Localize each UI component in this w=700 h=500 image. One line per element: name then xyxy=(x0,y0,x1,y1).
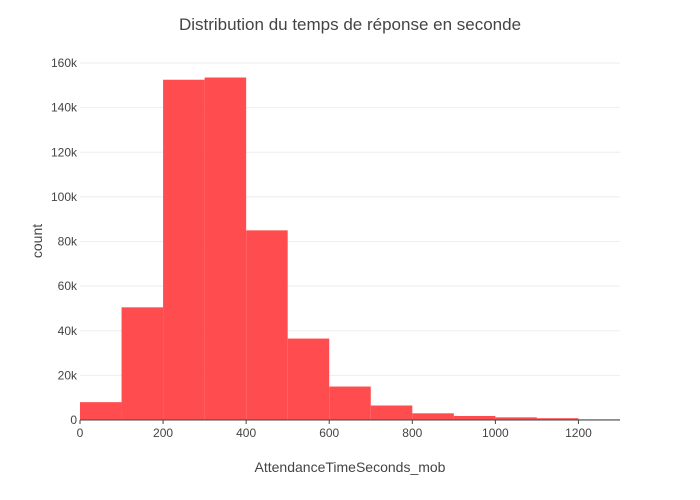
y-tick-label: 140k xyxy=(51,101,78,115)
histogram-bar[interactable] xyxy=(80,402,122,420)
histogram-bar[interactable] xyxy=(204,77,247,421)
histogram-bar[interactable] xyxy=(287,338,330,420)
y-tick-label: 0 xyxy=(70,413,77,427)
x-tick-label: 1200 xyxy=(565,426,592,440)
y-tick-label: 100k xyxy=(51,190,78,204)
x-tick-label: 600 xyxy=(319,426,339,440)
histogram-bar[interactable] xyxy=(453,415,496,420)
histogram-bar[interactable] xyxy=(121,307,164,420)
y-tick-label: 120k xyxy=(51,145,78,159)
histogram-bar[interactable] xyxy=(495,417,537,420)
x-tick-label: 200 xyxy=(153,426,173,440)
histogram-bar[interactable] xyxy=(412,413,454,420)
x-tick-label: 0 xyxy=(77,426,84,440)
x-tick-label: 400 xyxy=(236,426,256,440)
y-tick-label: 40k xyxy=(58,324,78,338)
y-tick-label: 80k xyxy=(58,235,78,249)
y-axis-ticks: 0 20k 40k 60k 80k 100k 120k 140k 160k xyxy=(51,56,78,427)
histogram-bar[interactable] xyxy=(536,418,579,420)
histogram-bar[interactable] xyxy=(246,230,288,420)
bars xyxy=(80,77,620,421)
histogram-bar[interactable] xyxy=(370,405,413,420)
histogram-bar[interactable] xyxy=(329,386,371,420)
x-axis-title: AttendanceTimeSeconds_mob xyxy=(255,459,446,475)
y-axis-title: count xyxy=(29,224,45,258)
x-tick-label: 800 xyxy=(402,426,422,440)
histogram-bar[interactable] xyxy=(163,79,205,420)
y-tick-label: 160k xyxy=(51,56,78,70)
x-tick-label: 1000 xyxy=(482,426,509,440)
y-tick-label: 60k xyxy=(58,279,78,293)
x-axis-ticks: 0 200 400 600 800 1000 1200 xyxy=(77,420,592,440)
y-tick-label: 20k xyxy=(58,368,78,382)
chart-title: Distribution du temps de réponse en seco… xyxy=(179,15,521,34)
